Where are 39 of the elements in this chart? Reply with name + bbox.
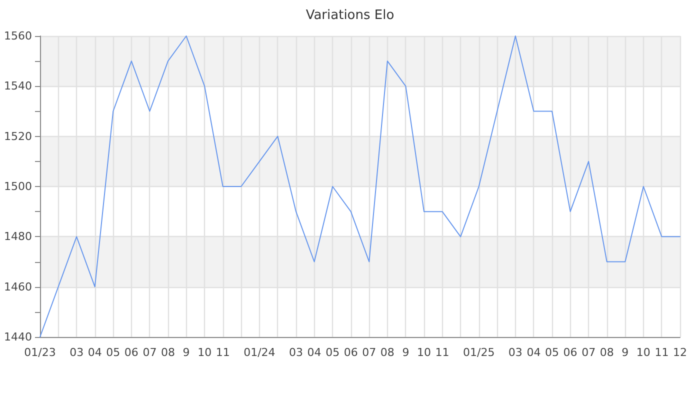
y-tick-label: 1460: [4, 280, 32, 294]
x-tick-label: 10: [417, 346, 431, 359]
x-tick-label: 07: [362, 346, 376, 359]
x-tick-label: 12: [673, 346, 687, 359]
x-tick-label: 04: [307, 346, 322, 359]
x-tick-label: 08: [380, 346, 394, 359]
x-tick-label: 10: [198, 346, 212, 359]
x-tick-label: 05: [545, 346, 559, 359]
x-tick-label: 03: [70, 346, 84, 359]
y-tick-label: 1560: [4, 30, 32, 42]
x-tick-label: 11: [435, 346, 450, 359]
y-tick-label: 1540: [4, 80, 32, 93]
chart-title: Variations Elo: [306, 8, 394, 23]
x-tick-label: 04: [88, 346, 102, 359]
x-tick-label: 9: [182, 346, 190, 359]
x-tick-label: 10: [636, 346, 650, 359]
x-tick-label: 01/23: [24, 346, 56, 359]
x-tick-label: 11: [216, 346, 230, 359]
y-tick-label: 1440: [4, 330, 32, 344]
x-tick-label: 06: [124, 346, 138, 359]
x-tick-label: 06: [563, 346, 578, 359]
x-tick-label: 03: [508, 346, 522, 359]
y-tick-label: 1500: [4, 180, 32, 193]
x-tick-label: 04: [526, 346, 541, 359]
x-tick-label: 05: [326, 346, 340, 359]
x-tick-label: 07: [142, 346, 157, 359]
x-tick-label: 06: [344, 346, 358, 359]
x-tick-label: 05: [106, 346, 120, 359]
y-tick-label: 1520: [4, 130, 32, 143]
x-tick-label: 03: [289, 346, 303, 359]
x-tick-label: 01/24: [244, 346, 276, 359]
x-tick-label: 08: [161, 346, 175, 359]
x-tick-label: 08: [600, 346, 614, 359]
x-tick-label: 9: [622, 346, 629, 359]
x-tick-label: 01/25: [463, 346, 495, 359]
x-tick-label: 07: [582, 346, 596, 359]
y-tick-label: 1480: [4, 230, 32, 244]
x-tick-label: 11: [654, 346, 669, 359]
x-tick-label: 9: [402, 346, 410, 359]
